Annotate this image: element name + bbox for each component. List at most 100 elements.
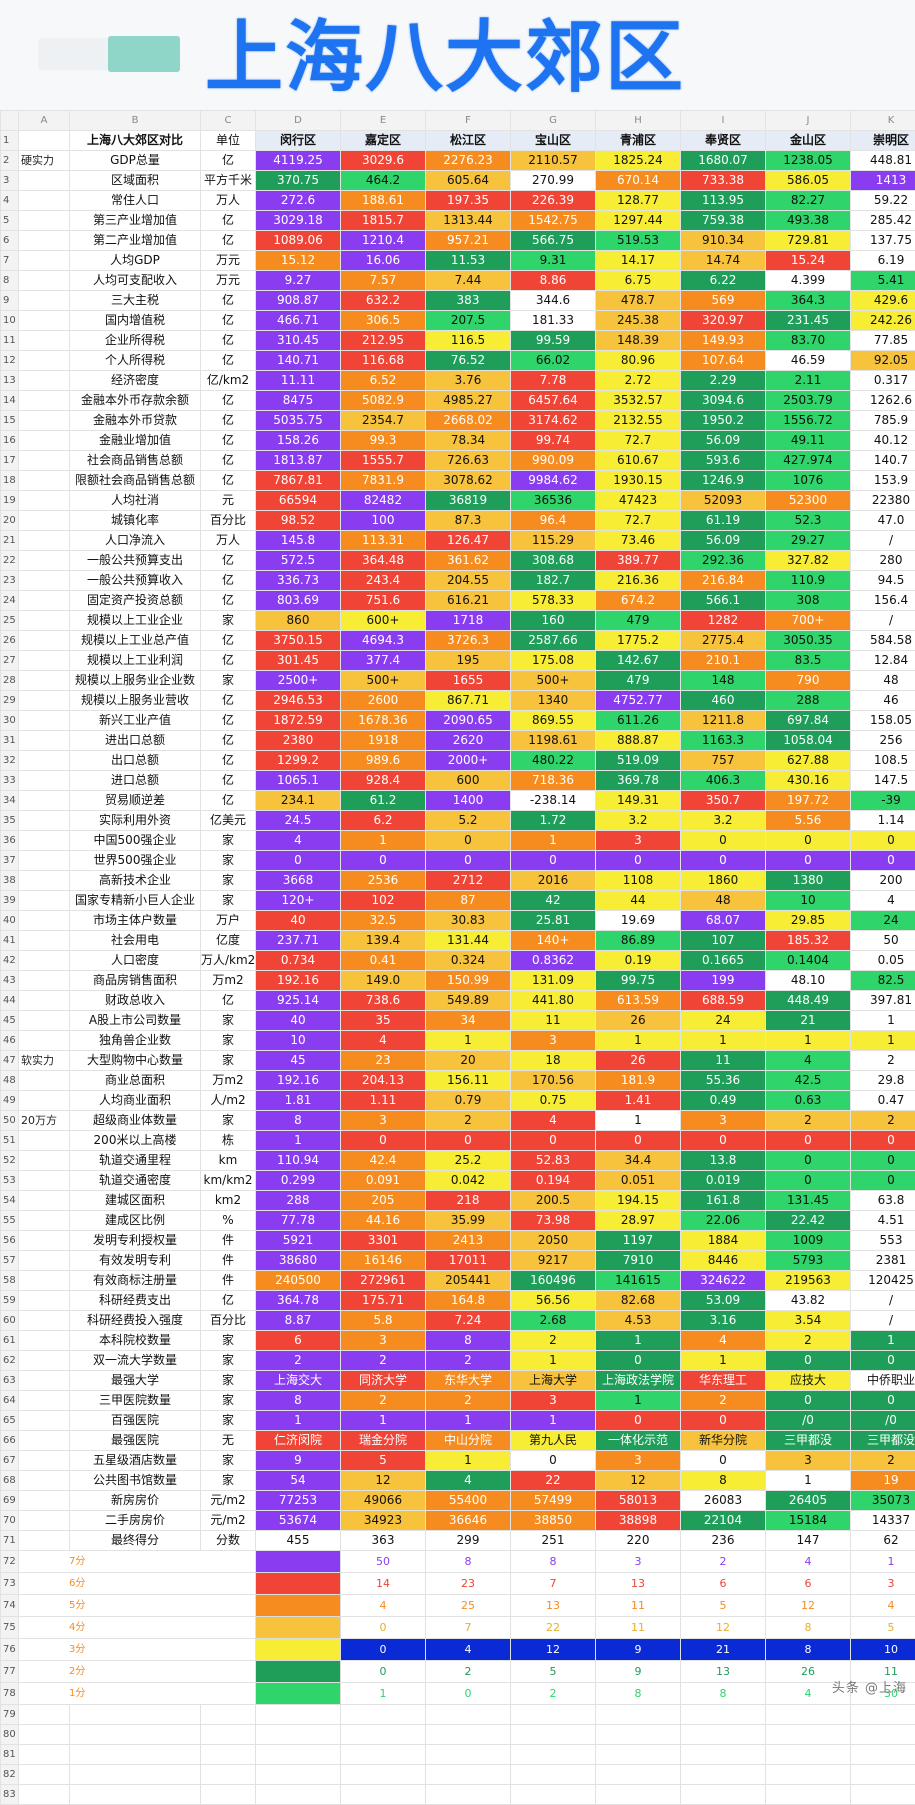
value-cell[interactable]: 131.09 xyxy=(511,971,596,991)
score-count-cell[interactable]: 6 xyxy=(681,1573,766,1595)
category-cell[interactable] xyxy=(19,1191,70,1211)
score-color-swatch[interactable] xyxy=(256,1551,341,1573)
value-cell[interactable]: 中侨职业 xyxy=(851,1371,915,1391)
unit-cell[interactable]: 家 xyxy=(201,1031,256,1051)
category-cell[interactable] xyxy=(19,551,70,571)
unit-cell[interactable]: 家 xyxy=(201,1011,256,1031)
score-count-cell[interactable]: 13 xyxy=(511,1595,596,1617)
value-cell[interactable]: 82482 xyxy=(341,491,426,511)
value-cell[interactable]: 158.26 xyxy=(256,431,341,451)
row-number[interactable]: 24 xyxy=(1,591,19,611)
score-count-cell[interactable]: 2 xyxy=(426,1661,511,1683)
value-cell[interactable]: 139.4 xyxy=(341,931,426,951)
score-count-cell[interactable]: 12 xyxy=(766,1595,851,1617)
row-number[interactable]: 70 xyxy=(1,1511,19,1531)
district-header[interactable]: 金山区 xyxy=(766,131,851,151)
column-header[interactable]: A xyxy=(19,111,70,131)
value-cell[interactable]: 48 xyxy=(851,671,915,691)
row-number[interactable]: 83 xyxy=(1,1785,19,1805)
value-cell[interactable]: 182.7 xyxy=(511,571,596,591)
unit-cell[interactable]: 元/m2 xyxy=(201,1491,256,1511)
value-cell[interactable]: 14.74 xyxy=(681,251,766,271)
value-cell[interactable]: 1 xyxy=(426,1031,511,1051)
value-cell[interactable]: 181.9 xyxy=(596,1071,681,1091)
value-cell[interactable]: 22.06 xyxy=(681,1211,766,1231)
value-cell[interactable]: 36646 xyxy=(426,1511,511,1531)
value-cell[interactable]: 0.05 xyxy=(851,951,915,971)
unit-cell[interactable]: 分数 xyxy=(201,1531,256,1551)
empty-cell[interactable] xyxy=(851,1785,915,1805)
unit-cell[interactable]: 万m2 xyxy=(201,1071,256,1091)
value-cell[interactable]: 199 xyxy=(681,971,766,991)
value-cell[interactable]: 22380 xyxy=(851,491,915,511)
value-cell[interactable]: 0 xyxy=(426,1131,511,1151)
metric-name-cell[interactable]: 第三产业增加值 xyxy=(70,211,201,231)
value-cell[interactable]: 2 xyxy=(851,1451,915,1471)
value-cell[interactable]: 1089.06 xyxy=(256,231,341,251)
value-cell[interactable]: 1211.8 xyxy=(681,711,766,731)
value-cell[interactable]: 427.974 xyxy=(766,451,851,471)
value-cell[interactable]: 336.73 xyxy=(256,571,341,591)
metric-name-cell[interactable]: 轨道交通密度 xyxy=(70,1171,201,1191)
category-cell[interactable] xyxy=(19,311,70,331)
value-cell[interactable]: 4.53 xyxy=(596,1311,681,1331)
empty-cell[interactable] xyxy=(511,1765,596,1785)
value-cell[interactable]: 0.734 xyxy=(256,951,341,971)
value-cell[interactable]: 1 xyxy=(256,1411,341,1431)
value-cell[interactable]: 610.67 xyxy=(596,451,681,471)
value-cell[interactable]: 3301 xyxy=(341,1231,426,1251)
category-cell[interactable] xyxy=(19,251,70,271)
unit-cell[interactable]: 亿 xyxy=(201,471,256,491)
category-cell[interactable] xyxy=(19,391,70,411)
value-cell[interactable]: 1918 xyxy=(341,731,426,751)
metric-name-cell[interactable]: 百强医院 xyxy=(70,1411,201,1431)
unit-cell[interactable]: km2 xyxy=(201,1191,256,1211)
value-cell[interactable]: 156.4 xyxy=(851,591,915,611)
value-cell[interactable]: 2000+ xyxy=(426,751,511,771)
value-cell[interactable]: 44.16 xyxy=(341,1211,426,1231)
category-cell[interactable] xyxy=(19,371,70,391)
unit-cell[interactable]: 万户 xyxy=(201,911,256,931)
value-cell[interactable]: 42 xyxy=(511,891,596,911)
empty-cell[interactable] xyxy=(201,1745,256,1765)
value-cell[interactable]: -39 xyxy=(851,791,915,811)
value-cell[interactable]: 2500+ xyxy=(256,671,341,691)
empty-cell[interactable] xyxy=(426,1725,511,1745)
metric-name-cell[interactable]: 200米以上高楼 xyxy=(70,1131,201,1151)
category-cell[interactable] xyxy=(19,1151,70,1171)
value-cell[interactable]: 377.4 xyxy=(341,651,426,671)
metric-name-cell[interactable]: 人均商业面积 xyxy=(70,1091,201,1111)
score-count-cell[interactable]: 3 xyxy=(851,1573,915,1595)
column-header[interactable]: D xyxy=(256,111,341,131)
empty-cell[interactable] xyxy=(766,1785,851,1805)
value-cell[interactable]: 92.05 xyxy=(851,351,915,371)
value-cell[interactable]: 4 xyxy=(766,1051,851,1071)
value-cell[interactable]: 751.6 xyxy=(341,591,426,611)
metric-name-cell[interactable]: 超级商业体数量 xyxy=(70,1111,201,1131)
row-number[interactable]: 15 xyxy=(1,411,19,431)
empty-cell[interactable] xyxy=(426,1765,511,1785)
value-cell[interactable]: 14.17 xyxy=(596,251,681,271)
row-number[interactable]: 22 xyxy=(1,551,19,571)
value-cell[interactable]: 47423 xyxy=(596,491,681,511)
value-cell[interactable]: 11.53 xyxy=(426,251,511,271)
score-level-label[interactable]: 2分 xyxy=(19,1661,256,1683)
value-cell[interactable]: / xyxy=(851,531,915,551)
row-number[interactable]: 9 xyxy=(1,291,19,311)
value-cell[interactable]: 0 xyxy=(596,1351,681,1371)
value-cell[interactable]: 2 xyxy=(341,1351,426,1371)
value-cell[interactable]: 3 xyxy=(511,1391,596,1411)
metric-name-cell[interactable]: 实际利用外资 xyxy=(70,811,201,831)
value-cell[interactable]: 3 xyxy=(341,1331,426,1351)
unit-cell[interactable]: 亿 xyxy=(201,411,256,431)
value-cell[interactable]: 15184 xyxy=(766,1511,851,1531)
row-number[interactable]: 67 xyxy=(1,1451,19,1471)
value-cell[interactable]: 4.51 xyxy=(851,1211,915,1231)
value-cell[interactable]: 22 xyxy=(511,1471,596,1491)
value-cell[interactable]: 243.4 xyxy=(341,571,426,591)
metric-name-cell[interactable]: 世界500强企业 xyxy=(70,851,201,871)
value-cell[interactable]: 73.98 xyxy=(511,1211,596,1231)
value-cell[interactable]: 5082.9 xyxy=(341,391,426,411)
empty-cell[interactable] xyxy=(341,1745,426,1765)
value-cell[interactable]: 76.52 xyxy=(426,351,511,371)
